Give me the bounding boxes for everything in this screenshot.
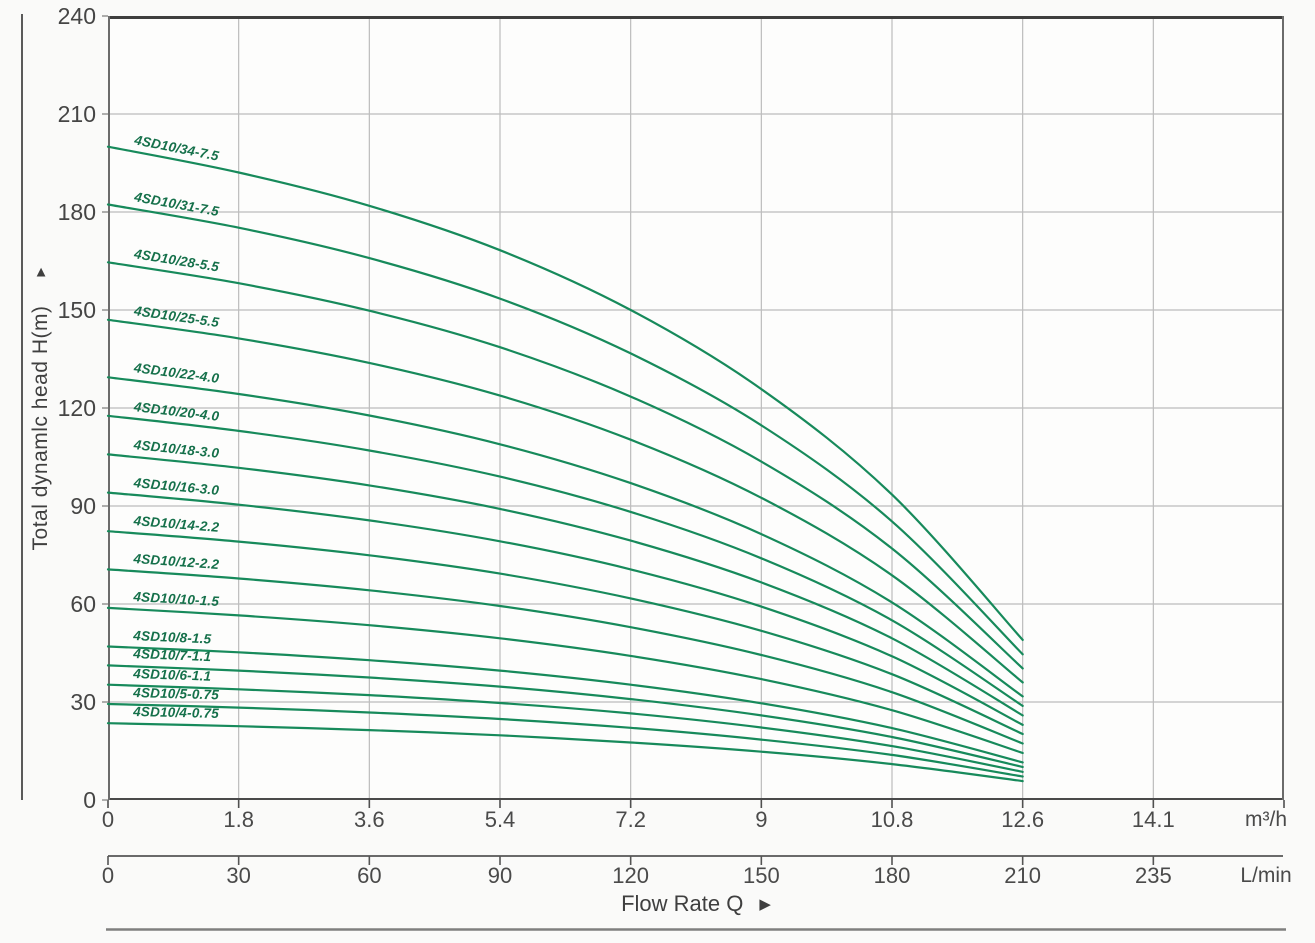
pump-curve xyxy=(106,318,1024,684)
pump-curve xyxy=(106,664,1024,769)
pump-curve xyxy=(106,530,1024,736)
pump-curve xyxy=(106,683,1024,773)
pump-curve xyxy=(106,414,1024,707)
pump-curve xyxy=(106,145,1024,641)
pump-curve xyxy=(106,722,1024,783)
pump-curve xyxy=(106,453,1024,717)
pump-curve xyxy=(106,702,1024,778)
pump-curve xyxy=(106,568,1024,745)
pump-curve xyxy=(106,261,1024,670)
pump-curve xyxy=(106,645,1024,764)
pump-curve xyxy=(106,491,1024,726)
pump-curve xyxy=(106,203,1024,656)
pump-curve xyxy=(106,606,1024,755)
pump-curve xyxy=(106,376,1024,698)
